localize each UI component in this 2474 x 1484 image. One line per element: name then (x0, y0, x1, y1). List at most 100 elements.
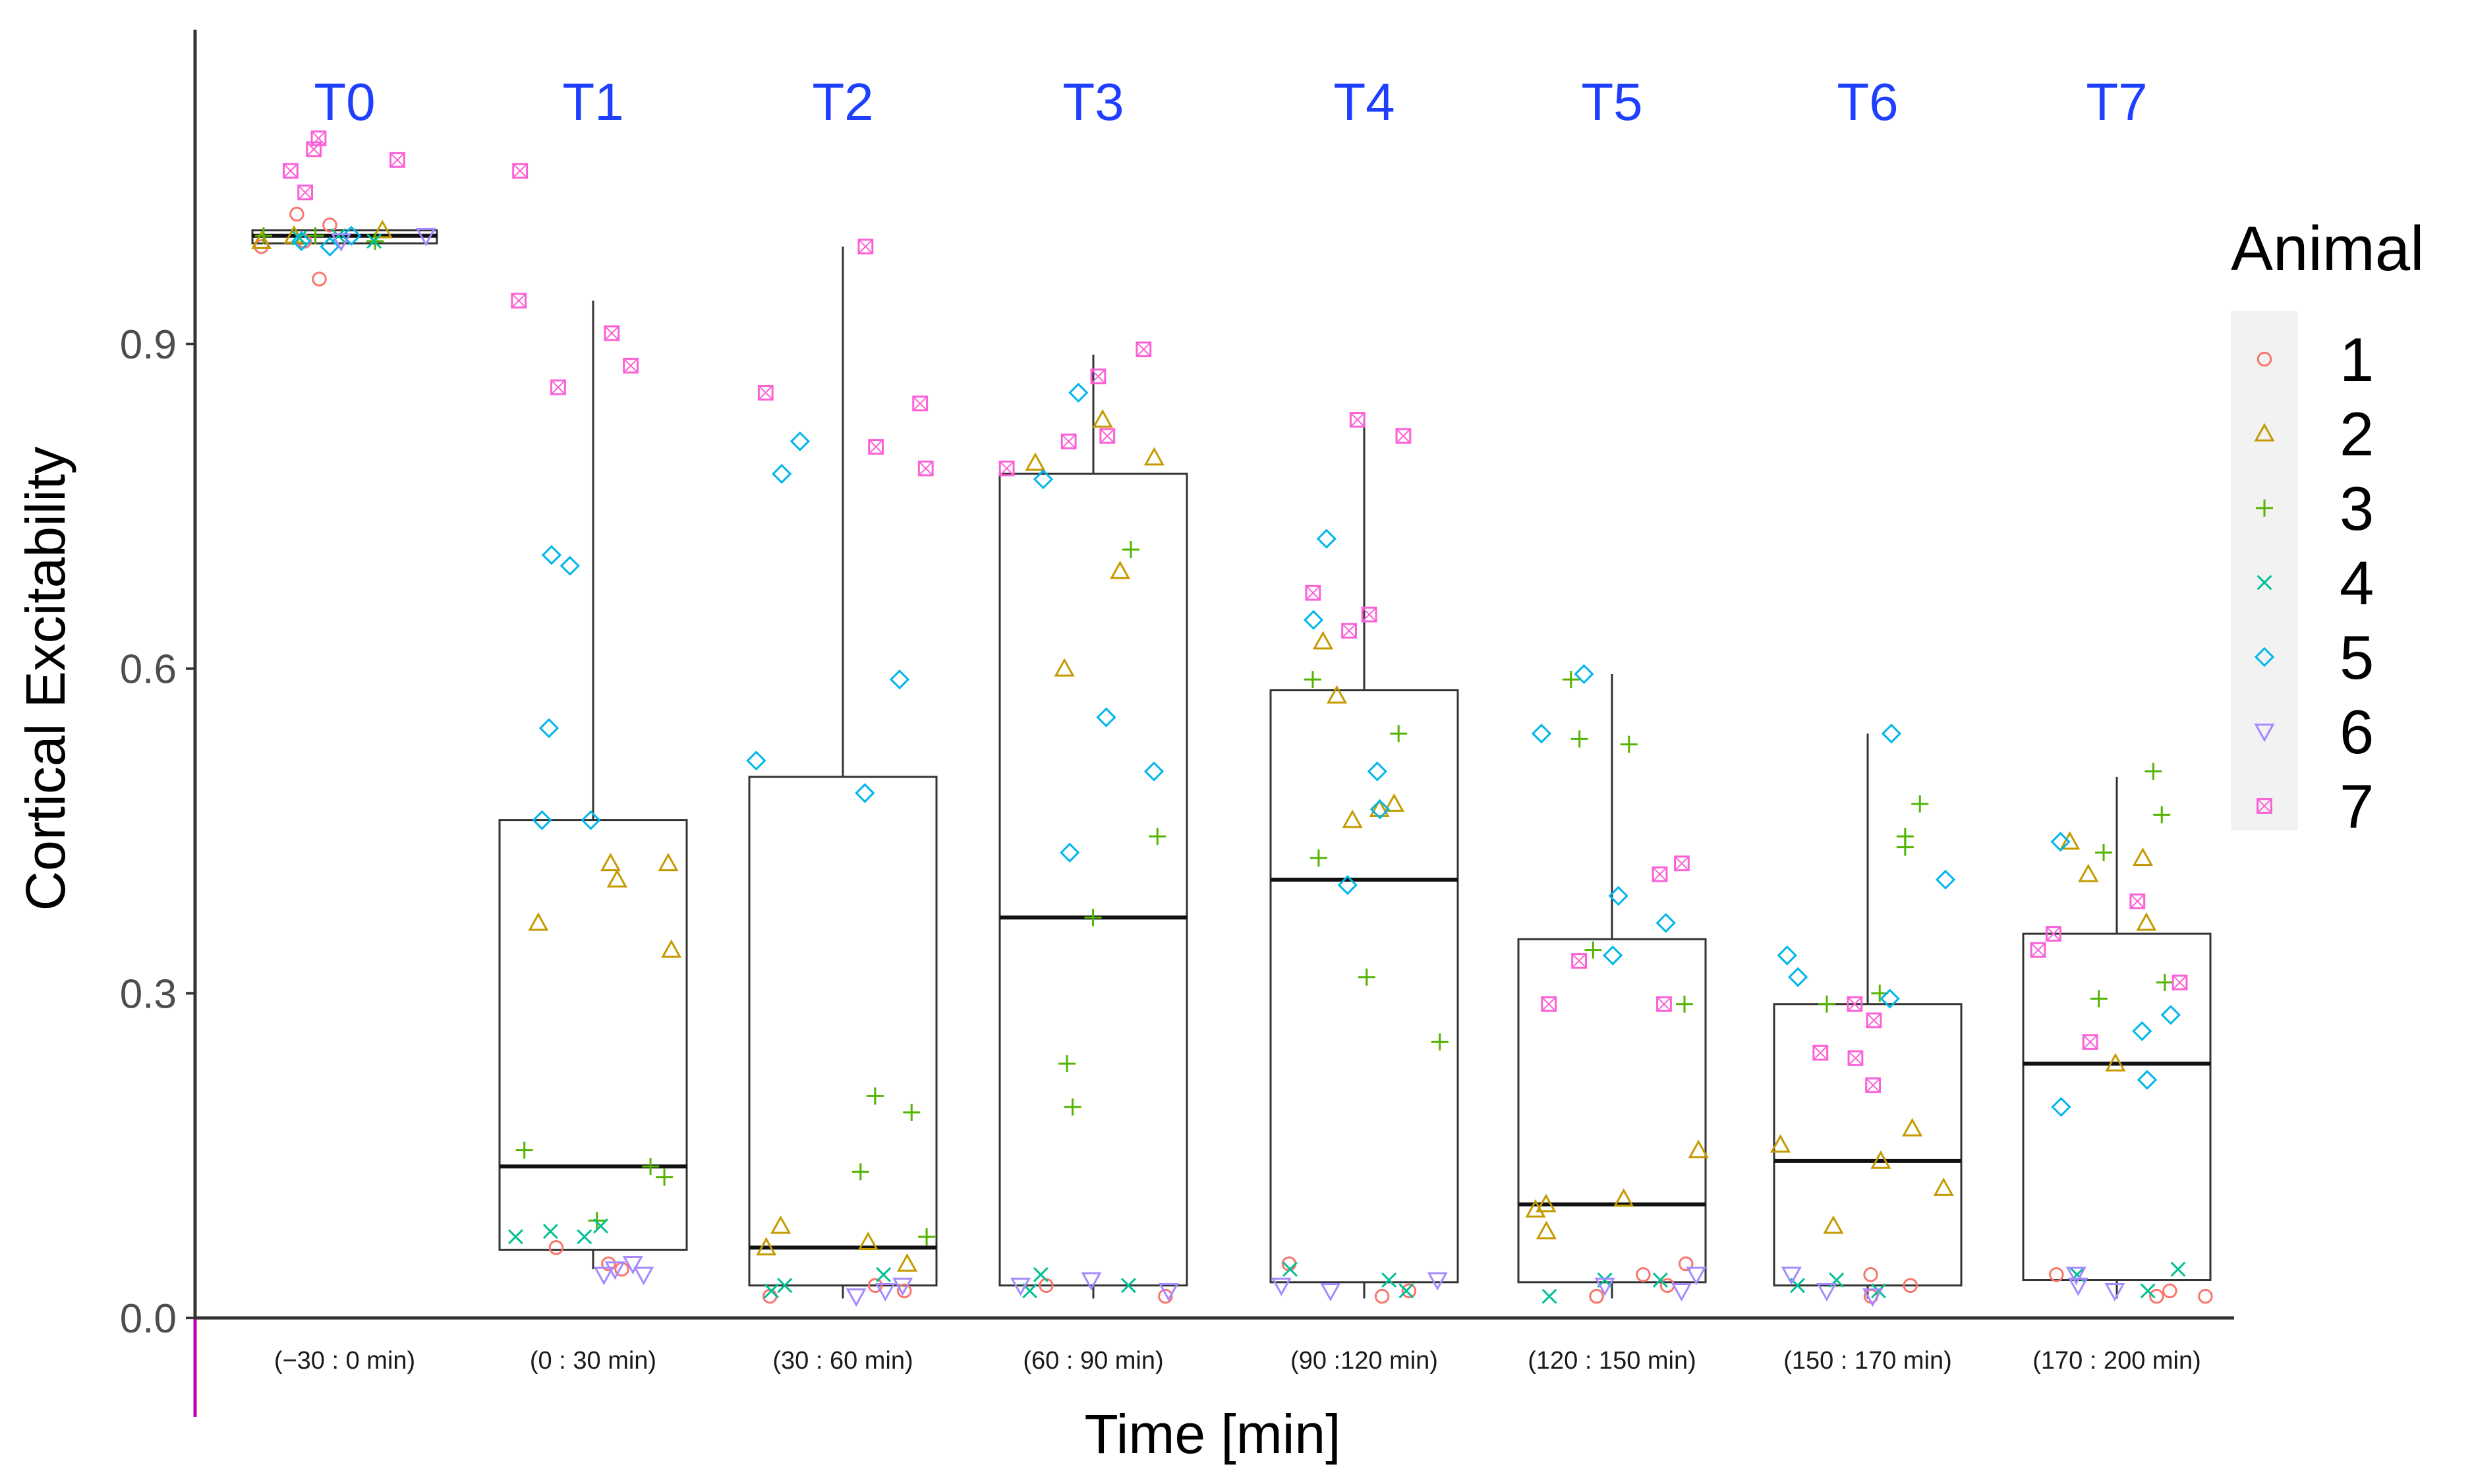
data-point-animal-7 (1361, 606, 1377, 623)
box-T4 (1269, 419, 1459, 1299)
data-point-animal-3 (2156, 973, 2173, 991)
data-point-animal-6 (1158, 1283, 1179, 1302)
data-point-animal-3 (851, 1163, 869, 1181)
legend-key-diamond (2254, 646, 2275, 668)
x-axis-title: Time [min] (1085, 1403, 1341, 1465)
legend-entry-7: 7 (2257, 772, 2374, 841)
data-point-animal-2 (1383, 793, 1404, 812)
data-point-animal-4 (1541, 1288, 1557, 1304)
data-point-animal-7 (297, 185, 314, 200)
data-point-animal-3 (588, 1212, 606, 1230)
data-point-animal-5 (1068, 382, 1089, 403)
data-point-animal-7 (283, 163, 299, 179)
legend-label: 4 (2340, 548, 2374, 617)
data-point-animal-7 (1847, 1050, 1864, 1066)
data-point-animal-2 (658, 853, 679, 872)
data-point-animal-5 (2160, 1005, 2181, 1025)
box-iqr (1773, 1003, 1963, 1287)
data-point-animal-4 (366, 233, 382, 249)
data-point-animal-6 (1816, 1283, 1837, 1302)
timepoint-labels: T0 T1 T2 T3 T4 T5 T6 T7 (314, 72, 2147, 131)
data-point-animal-2 (770, 1215, 791, 1234)
timepoint-label-T3: T3 (1062, 72, 1124, 131)
data-point-animal-6 (1427, 1272, 1448, 1291)
data-point-animal-7 (757, 385, 774, 401)
data-point-animal-2 (1143, 447, 1165, 466)
timepoint-label-T2: T2 (812, 72, 873, 131)
legend-label: 1 (2340, 325, 2374, 394)
data-point-animal-2 (1110, 560, 1131, 579)
data-point-animal-6 (633, 1267, 654, 1286)
data-point-animal-2 (661, 939, 682, 958)
legend-label: 7 (2340, 772, 2374, 841)
data-point-animal-7 (550, 379, 566, 395)
data-point-animal-3 (306, 227, 324, 244)
data-point-animal-3 (2095, 843, 2113, 861)
data-point-animal-7 (623, 357, 639, 374)
legend-entry-1: 1 (2257, 325, 2374, 394)
data-point-animal-2 (2059, 831, 2081, 850)
data-point-animal-3 (903, 1103, 921, 1121)
data-point-animal-1 (2149, 1288, 2164, 1304)
box-T7 (2022, 776, 2212, 1299)
legend-entry-5: 5 (2254, 623, 2374, 692)
data-point-animal-4 (1120, 1278, 1136, 1294)
box-iqr (748, 776, 938, 1287)
data-point-animal-4 (1033, 1267, 1049, 1282)
data-point-animal-7 (857, 239, 874, 255)
data-point-animal-2 (1326, 685, 1348, 704)
data-point-animal-7 (1674, 855, 1690, 872)
data-point-animal-5 (1880, 988, 1900, 1009)
y-axis-title: Cortical Excitability (14, 447, 76, 911)
legend-entry-2: 2 (2254, 399, 2374, 469)
data-point-animal-1 (896, 1283, 912, 1299)
legend-key-circle (2257, 351, 2272, 367)
data-point-animal-1 (1589, 1288, 1604, 1304)
data-point-animal-7 (1812, 1044, 1829, 1061)
data-point-animal-2 (1025, 452, 1046, 471)
data-point-animal-3 (656, 1168, 674, 1186)
box-T1 (498, 300, 688, 1270)
legend-entry-4: 4 (2257, 548, 2374, 617)
data-point-animal-6 (1594, 1277, 1615, 1296)
data-point-animal-2 (756, 1237, 777, 1256)
data-point-animal-2 (251, 230, 272, 249)
data-point-animal-6 (1862, 1288, 1884, 1307)
timepoint-label-T5: T5 (1581, 72, 1642, 131)
timepoint-label-T1: T1 (562, 72, 623, 131)
data-point-animal-1 (254, 239, 269, 254)
data-point-animal-5 (581, 810, 601, 830)
data-point-animal-5 (2137, 1070, 2158, 1090)
data-point-animal-7 (512, 163, 529, 179)
data-point-animal-6 (2104, 1283, 2125, 1302)
x-tick-label: (60 : 90 min) (1023, 1347, 1163, 1375)
data-point-animal-6 (593, 1267, 614, 1286)
data-point-animal-3 (1309, 849, 1327, 867)
data-point-animal-1 (289, 206, 304, 222)
legend-entry-6: 6 (2254, 697, 2374, 766)
data-point-animal-2 (1870, 1150, 1891, 1169)
x-tick-label: (170 : 200 min) (2032, 1347, 2201, 1375)
timepoint-label-T0: T0 (314, 72, 375, 131)
data-point-animal-2 (1536, 1220, 1557, 1240)
data-point-animal-5 (1608, 886, 1628, 906)
data-point-animal-7 (1349, 412, 1366, 428)
data-point-animal-5 (1303, 610, 1324, 630)
data-point-animal-2 (896, 1253, 918, 1272)
data-point-animal-5 (746, 751, 766, 771)
x-tick-label: (−30 : 0 min) (274, 1347, 415, 1375)
points-layer (251, 130, 2213, 1307)
data-point-animal-4 (1398, 1283, 1414, 1299)
data-point-animal-5 (1935, 869, 1956, 890)
data-point-animal-5 (1531, 724, 1552, 744)
box-T6 (1773, 733, 1963, 1299)
data-point-animal-5 (532, 810, 552, 830)
data-point-animal-5 (2050, 832, 2071, 852)
legend-key-triangle (2254, 422, 2275, 442)
data-point-animal-4 (507, 1229, 523, 1245)
data-point-animal-3 (1584, 941, 1602, 959)
box-iqr (1269, 689, 1459, 1284)
data-point-animal-3 (1570, 730, 1588, 748)
